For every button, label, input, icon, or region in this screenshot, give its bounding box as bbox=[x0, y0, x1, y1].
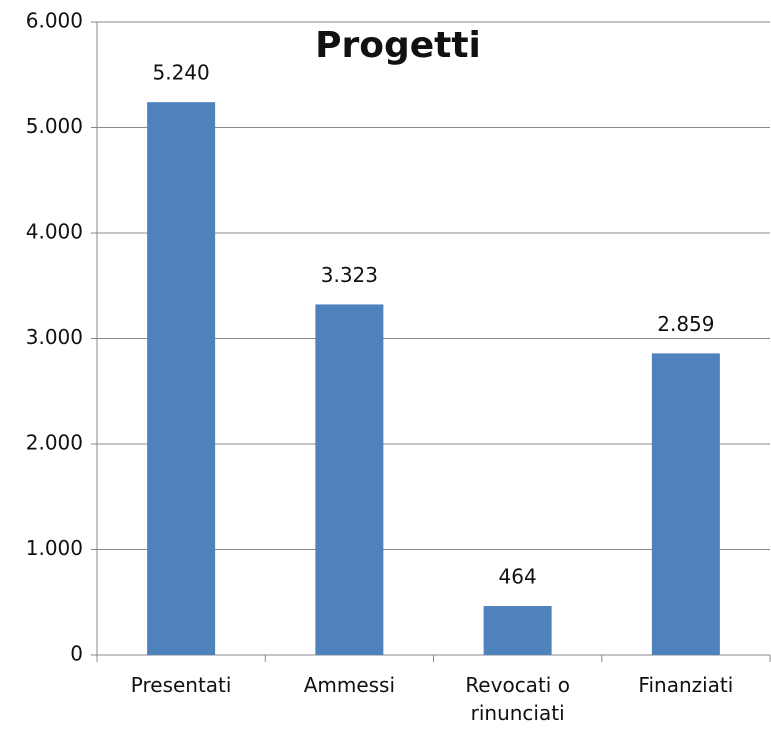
y-tick-label: 6.000 bbox=[26, 9, 83, 33]
value-label: 3.323 bbox=[321, 263, 378, 287]
x-tick-label: Ammessi bbox=[303, 673, 396, 697]
value-label: 2.859 bbox=[657, 312, 714, 336]
y-tick-label: 4.000 bbox=[26, 220, 83, 244]
value-label: 5.240 bbox=[152, 61, 209, 85]
bar bbox=[147, 102, 216, 656]
chart-title: Progetti bbox=[315, 25, 481, 66]
bar bbox=[651, 353, 720, 655]
x-tick-label: Presentati bbox=[130, 673, 232, 697]
y-tick-label: 2.000 bbox=[26, 431, 83, 455]
y-tick-label: 0 bbox=[70, 642, 83, 666]
bar bbox=[315, 304, 384, 655]
y-tick-label: 5.000 bbox=[26, 114, 83, 138]
x-tick-label: Finanziati bbox=[638, 673, 734, 697]
y-tick-label: 3.000 bbox=[26, 325, 83, 349]
y-tick-label: 1.000 bbox=[26, 536, 83, 560]
value-label: 464 bbox=[499, 565, 537, 589]
x-tick-label: Revocati o rinunciati bbox=[465, 673, 570, 725]
bar bbox=[483, 606, 552, 655]
